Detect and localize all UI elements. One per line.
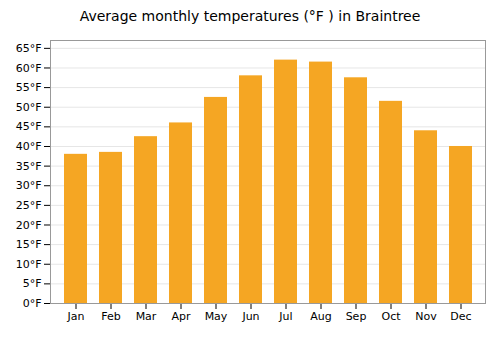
svg-text:Mar: Mar — [136, 310, 157, 323]
svg-text:40°F: 40°F — [16, 140, 42, 153]
svg-text:5°F: 5°F — [23, 277, 42, 290]
html-text:Average monthly temperatures (: Average monthly temperatures (°F ) in Br… — [79, 8, 421, 24]
svg-text:25°F: 25°F — [16, 199, 42, 212]
svg-text:Jul: Jul — [278, 310, 292, 323]
svg-text:May: May — [205, 310, 228, 323]
svg-text:Oct: Oct — [381, 310, 401, 323]
svg-text:35°F: 35°F — [16, 160, 42, 173]
svg-text:60°F: 60°F — [16, 61, 42, 74]
svg-text:Jun: Jun — [241, 310, 259, 323]
svg-text:20°F: 20°F — [16, 219, 42, 232]
svg-text:0°F: 0°F — [23, 297, 42, 310]
svg-text:Aug: Aug — [310, 310, 331, 323]
svg-text:15°F: 15°F — [16, 238, 42, 251]
svg-text:Apr: Apr — [171, 310, 191, 323]
svg-text:Dec: Dec — [450, 310, 471, 323]
svg-text:10°F: 10°F — [16, 258, 42, 271]
svg-text:50°F: 50°F — [16, 101, 42, 114]
svg-text:45°F: 45°F — [16, 120, 42, 133]
svg-text:Nov: Nov — [415, 310, 437, 323]
svg-text:Feb: Feb — [101, 310, 120, 323]
svg-text:Jan: Jan — [67, 310, 85, 323]
svg-text:65°F: 65°F — [16, 42, 42, 55]
svg-text:55°F: 55°F — [16, 81, 42, 94]
svg-text:30°F: 30°F — [16, 179, 42, 192]
svg-text:Sep: Sep — [346, 310, 367, 323]
